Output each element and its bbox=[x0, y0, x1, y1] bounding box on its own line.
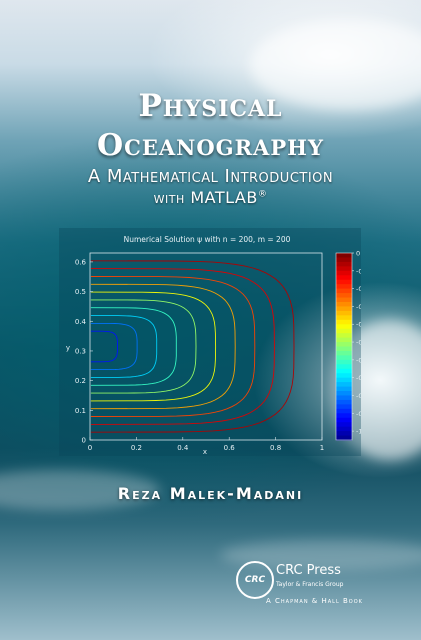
colorbar-segment bbox=[336, 413, 352, 419]
colorbar-segment bbox=[336, 301, 352, 308]
plot-axes-box bbox=[89, 252, 323, 441]
colorbar-frame bbox=[335, 252, 353, 441]
colorbar-segment bbox=[336, 257, 352, 263]
colorbar-tick-label: -0.9 bbox=[356, 410, 361, 418]
colorbar-segment bbox=[336, 284, 352, 290]
colorbar-segment bbox=[336, 435, 352, 441]
colorbar-tick-label: -0.8 bbox=[356, 392, 361, 400]
contour-line bbox=[90, 268, 275, 425]
x-tick-label: 0.4 bbox=[177, 444, 189, 452]
publisher-logo: CRC CRC Press Taylor & Francis Group A C… bbox=[236, 561, 416, 611]
colorbar-segment bbox=[336, 266, 352, 272]
colorbar-segment bbox=[336, 333, 352, 339]
colorbar-tick-label: 0 bbox=[356, 250, 360, 258]
colorbar-segment bbox=[336, 364, 352, 370]
y-tick-label: 0.6 bbox=[75, 258, 87, 266]
colorbar-segment bbox=[336, 350, 352, 357]
wave-foam bbox=[0, 470, 160, 510]
author-name: Reza Malek-Madani bbox=[117, 484, 304, 503]
colorbar-segment bbox=[336, 417, 352, 423]
book-subtitle-line1: A Mathematical Introduction bbox=[87, 166, 334, 187]
figure-ylabel: y bbox=[66, 344, 70, 352]
registered-mark: ® bbox=[257, 189, 268, 200]
y-tick-label: 0.4 bbox=[75, 318, 87, 326]
x-tick-label: 0 bbox=[88, 444, 92, 452]
y-tick-label: 0 bbox=[82, 437, 86, 445]
y-tick-label: 0.3 bbox=[75, 347, 86, 355]
colorbar-segment bbox=[336, 355, 352, 361]
colorbar-segment bbox=[336, 346, 352, 352]
y-tick-label: 0.1 bbox=[75, 407, 86, 415]
contour-line bbox=[90, 260, 295, 433]
colorbar-segment bbox=[336, 391, 352, 397]
colorbar-tick-label: -0.5 bbox=[356, 339, 361, 347]
colorbar-segment bbox=[336, 368, 352, 374]
colorbar-segment bbox=[336, 279, 352, 285]
contour-line bbox=[90, 291, 217, 402]
publisher-name: CRC Press bbox=[276, 563, 341, 578]
contour-line bbox=[90, 322, 138, 371]
colorbar-segment bbox=[336, 373, 352, 379]
colorbar-tick-label: -0.1 bbox=[356, 267, 361, 275]
colorbar-segment bbox=[336, 342, 352, 348]
colorbar-segment bbox=[336, 426, 352, 432]
publisher-imprint: A Chapman & Hall Book bbox=[266, 597, 363, 605]
subtitle-text: with MATLAB bbox=[153, 188, 258, 207]
figure-xlabel: x bbox=[203, 448, 207, 456]
colorbar-segment bbox=[336, 324, 352, 330]
colorbar-segment bbox=[336, 382, 352, 388]
crc-logo-icon: CRC bbox=[236, 561, 274, 599]
colorbar-segment bbox=[336, 328, 352, 334]
colorbar-segment bbox=[336, 431, 352, 437]
y-tick-label: 0.5 bbox=[75, 288, 86, 296]
colorbar-segment bbox=[336, 270, 352, 276]
colorbar-segment bbox=[336, 297, 352, 303]
colorbar-segment bbox=[336, 386, 352, 392]
x-tick-label: 0.8 bbox=[270, 444, 281, 452]
wave-foam bbox=[250, 20, 421, 110]
colorbar-segment bbox=[336, 306, 352, 312]
book-subtitle-line2: with MATLAB® bbox=[0, 188, 421, 207]
publisher-group: Taylor & Francis Group bbox=[276, 581, 344, 588]
x-tick-label: 1 bbox=[320, 444, 324, 452]
colorbar-segment bbox=[336, 319, 352, 325]
x-tick-label: 0.6 bbox=[224, 444, 236, 452]
contour-figure: Numerical Solution ψ with n = 200, m = 2… bbox=[66, 235, 361, 456]
colorbar-segment bbox=[336, 253, 352, 259]
colorbar-tick-label: -1 bbox=[356, 428, 361, 436]
colorbar-segment bbox=[336, 359, 352, 365]
colorbar-segment bbox=[336, 275, 352, 281]
book-title-line1: Physical bbox=[138, 88, 283, 124]
contour-line bbox=[90, 307, 177, 386]
colorbar-segment bbox=[336, 395, 352, 401]
figure-title: Numerical Solution ψ with n = 200, m = 2… bbox=[124, 235, 291, 244]
colorbar-segment bbox=[336, 293, 352, 299]
colorbar-segment bbox=[336, 408, 352, 414]
figure-backdrop bbox=[59, 228, 361, 456]
colorbar-segment bbox=[336, 261, 352, 267]
colorbar-segment bbox=[336, 422, 352, 428]
colorbar-segment bbox=[336, 399, 352, 405]
colorbar-segment bbox=[336, 404, 352, 410]
colorbar-segment bbox=[336, 315, 352, 321]
colorbar-tick-label: -0.4 bbox=[356, 321, 361, 329]
colorbar-segment bbox=[336, 377, 352, 383]
contour-line bbox=[90, 283, 236, 410]
contour-line bbox=[90, 276, 256, 417]
y-tick-label: 0.2 bbox=[75, 377, 86, 385]
colorbar-tick-label: -0.7 bbox=[356, 374, 361, 382]
contour-line bbox=[90, 299, 197, 394]
colorbar-segment bbox=[336, 337, 352, 343]
colorbar-tick-label: -0.3 bbox=[356, 303, 361, 311]
colorbar-segment bbox=[336, 310, 352, 316]
colorbar-tick-label: -0.6 bbox=[356, 356, 361, 364]
colorbar-tick-label: -0.2 bbox=[356, 285, 361, 293]
colorbar-segment bbox=[336, 288, 352, 294]
contour-line bbox=[90, 330, 118, 363]
x-tick-label: 0.2 bbox=[131, 444, 142, 452]
book-title-line2: Oceanography bbox=[97, 128, 324, 163]
contour-line bbox=[90, 315, 158, 378]
